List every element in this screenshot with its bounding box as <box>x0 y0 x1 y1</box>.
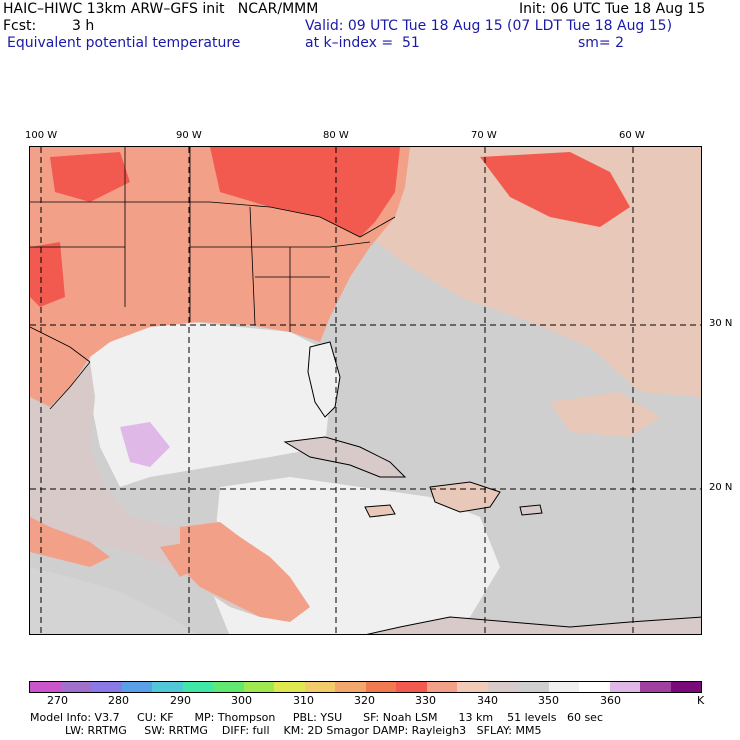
colorbar <box>29 681 702 693</box>
lon-label-90w: 90 W <box>176 130 202 141</box>
level-info: at k–index = 51 <box>305 35 420 51</box>
colorbar-swatch-16 <box>518 682 549 692</box>
lon-label-70w: 70 W <box>471 130 497 141</box>
colorbar-swatch-21 <box>670 682 701 692</box>
colorbar-swatch-0 <box>30 682 61 692</box>
colorbar-swatch-5 <box>182 682 213 692</box>
colorbar-label-330: 330 <box>415 694 436 707</box>
atlantic-hot-patch <box>480 152 630 227</box>
colorbar-swatch-8 <box>274 682 305 692</box>
colorbar-label-310: 310 <box>293 694 314 707</box>
colorbar-swatch-14 <box>457 682 488 692</box>
colorbar-label-290: 290 <box>170 694 191 707</box>
mexico-west-coast-warm <box>30 517 110 567</box>
gulf-lavender-patch <box>120 422 170 467</box>
colorbar-label-300: 300 <box>231 694 252 707</box>
atlantic-tan-patch <box>550 392 660 437</box>
lat-label-30n: 30 N <box>709 318 733 329</box>
colorbar-swatch-4 <box>152 682 183 692</box>
lon-label-60w: 60 W <box>619 130 645 141</box>
central-america <box>180 522 310 622</box>
init-time: Init: 06 UTC Tue 18 Aug 15 <box>519 1 706 17</box>
lat-lon-grid <box>30 147 701 634</box>
colorbar-unit: K <box>697 694 705 707</box>
colorbar-swatch-17 <box>548 682 579 692</box>
colorbar-label-350: 350 <box>538 694 559 707</box>
map-canvas <box>30 147 701 634</box>
colorbar-label-320: 320 <box>354 694 375 707</box>
footer-model-info-line2: LW: RRTMG SW: RRTMG DIFF: full KM: 2D Sm… <box>30 724 542 737</box>
colorbar-swatch-3 <box>121 682 152 692</box>
valid-time: Valid: 09 UTC Tue 18 Aug 15 (07 LDT Tue … <box>305 18 673 34</box>
field-name: Equivalent potential temperature <box>7 35 241 51</box>
colorbar-swatch-9 <box>304 682 335 692</box>
colorbar-swatch-12 <box>396 682 427 692</box>
footer-model-info-line1: Model Info: V3.7 CU: KF MP: Thompson PBL… <box>30 711 603 724</box>
colorbar-swatch-18 <box>579 682 610 692</box>
colorbar-swatch-1 <box>60 682 91 692</box>
model-title: HAIC–HIWC 13km ARW–GFS init NCAR/MMM <box>3 1 319 17</box>
colorbar-swatch-6 <box>213 682 244 692</box>
colorbar-swatch-13 <box>426 682 457 692</box>
lat-label-20n: 20 N <box>709 482 733 493</box>
colorbar-label-280: 280 <box>108 694 129 707</box>
colorbar-label-340: 340 <box>477 694 498 707</box>
colorbar-label-360: 360 <box>600 694 621 707</box>
forecast-label: Fcst: <box>3 18 37 34</box>
colorbar-swatch-11 <box>365 682 396 692</box>
us-hot-region-west <box>50 152 130 202</box>
colorbar-swatch-2 <box>91 682 122 692</box>
theta-e-map <box>29 146 702 635</box>
colorbar-label-270: 270 <box>47 694 68 707</box>
jamaica <box>364 504 396 518</box>
colorbar-swatch-15 <box>487 682 518 692</box>
cuba <box>283 436 407 478</box>
forecast-hour: 3 h <box>72 18 95 34</box>
political-boundaries <box>30 147 396 410</box>
lon-label-80w: 80 W <box>323 130 349 141</box>
us-hot-region-northeast <box>210 147 400 237</box>
colorbar-swatch-10 <box>335 682 366 692</box>
puerto-rico <box>519 504 543 516</box>
colorbar-swatch-19 <box>609 682 640 692</box>
smoothing-info: sm= 2 <box>578 35 625 51</box>
south-america-coast <box>366 616 701 634</box>
texas-hot-patch <box>30 242 65 307</box>
eastern-pacific <box>30 567 197 634</box>
lon-label-100w: 100 W <box>25 130 58 141</box>
colorbar-swatch-7 <box>243 682 274 692</box>
florida-peninsula <box>307 341 341 418</box>
colorbar-swatch-20 <box>640 682 671 692</box>
